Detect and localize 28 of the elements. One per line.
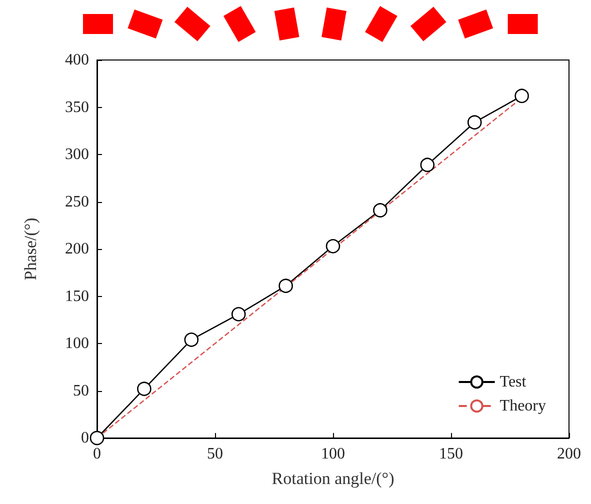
y-tick-label: 150 bbox=[65, 288, 89, 305]
x-tick-label: 50 bbox=[207, 446, 223, 462]
point bbox=[467, 115, 482, 130]
y-tick-label: 400 bbox=[65, 52, 89, 68]
y-tick-label: 250 bbox=[65, 193, 89, 210]
y-tick-label: 350 bbox=[65, 98, 89, 116]
point bbox=[514, 88, 529, 104]
legend-label: Theory bbox=[500, 398, 546, 414]
y-tick-label: 50 bbox=[73, 382, 89, 400]
point bbox=[278, 278, 293, 293]
point bbox=[326, 239, 340, 254]
y-tick-label: 200 bbox=[65, 240, 89, 258]
y-tick-label: 300 bbox=[65, 146, 89, 163]
x-tick-label: 0 bbox=[93, 446, 101, 462]
point bbox=[231, 307, 246, 322]
point bbox=[90, 430, 104, 446]
y-axis-title: Phase/(°) bbox=[21, 218, 40, 280]
x-tick-label: 100 bbox=[321, 446, 345, 462]
point bbox=[420, 158, 435, 172]
point bbox=[137, 382, 152, 396]
x-axis-title: Rotation angle/(°) bbox=[272, 469, 394, 488]
x-tick-label: 150 bbox=[439, 446, 463, 462]
point bbox=[184, 332, 199, 347]
x-tick-label: 200 bbox=[557, 446, 581, 462]
y-tick-label: 100 bbox=[65, 335, 89, 352]
y-tick-label: 0 bbox=[81, 430, 89, 446]
legend-label: Test bbox=[500, 374, 527, 390]
point bbox=[373, 203, 388, 218]
